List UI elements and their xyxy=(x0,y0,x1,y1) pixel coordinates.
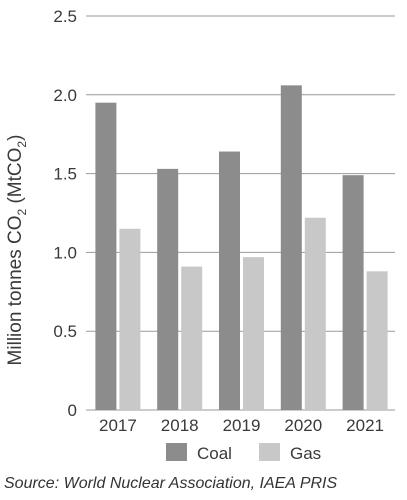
bar-gas-2017 xyxy=(119,228,141,410)
bar-coal-2021 xyxy=(342,175,364,410)
x-tick-label: 2018 xyxy=(161,416,199,435)
bar-coal-2020 xyxy=(280,85,302,411)
y-axis-ticks: 0 0.5 1.0 1.5 2.0 2.5 xyxy=(53,7,77,420)
x-tick-label: 2019 xyxy=(223,416,261,435)
y-tick-label: 2.0 xyxy=(53,86,77,105)
y-tick-label: 0 xyxy=(68,401,77,420)
y-tick-label: 2.5 xyxy=(53,7,77,26)
bars xyxy=(95,85,388,411)
bar-gas-2018 xyxy=(181,266,203,410)
x-axis-ticks: 2017 2018 2019 2020 2021 xyxy=(99,416,384,435)
legend: Coal Gas xyxy=(166,443,321,463)
bar-coal-2018 xyxy=(157,168,179,410)
x-tick-label: 2021 xyxy=(346,416,384,435)
bar-gas-2020 xyxy=(304,217,326,410)
legend-swatch-coal xyxy=(166,443,187,461)
legend-label-coal: Coal xyxy=(197,444,232,463)
legend-swatch-gas xyxy=(259,443,280,461)
bar-chart: 0 0.5 1.0 1.5 2.0 2.5 2017 2018 2019 2020 2021 Mi… xyxy=(5,7,395,463)
bar-gas-2021 xyxy=(366,271,388,410)
source-note: Source: World Nuclear Association, IAEA … xyxy=(4,475,338,492)
x-tick-label: 2020 xyxy=(284,416,322,435)
bar-coal-2017 xyxy=(95,102,117,411)
y-axis-label: Million tonnes CO2 (MtCO2) xyxy=(5,135,29,366)
y-tick-label: 0.5 xyxy=(53,322,77,341)
y-tick-label: 1.5 xyxy=(53,165,77,184)
bar-coal-2019 xyxy=(219,151,240,410)
y-tick-label: 1.0 xyxy=(53,243,77,262)
bar-gas-2019 xyxy=(243,257,264,410)
legend-label-gas: Gas xyxy=(290,444,321,463)
x-tick-label: 2017 xyxy=(99,416,137,435)
